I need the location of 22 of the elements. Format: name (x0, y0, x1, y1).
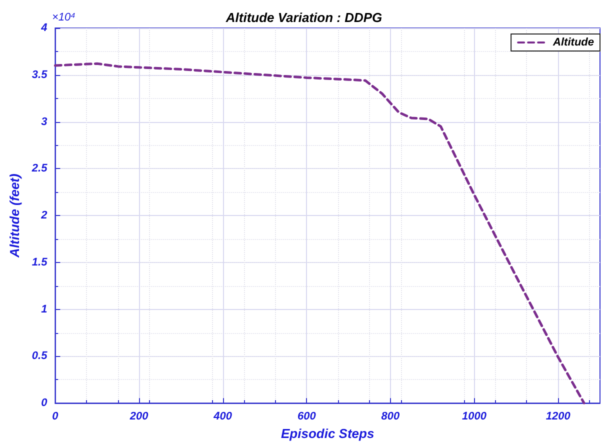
y-tick-label: 0 (41, 397, 48, 410)
x-tick-label: 1000 (462, 410, 488, 423)
y-tick-label: 0.5 (32, 350, 48, 362)
y-tick-label: 1.5 (32, 256, 48, 268)
text: ×10⁴ (52, 12, 76, 24)
x-tick-label: 200 (128, 410, 150, 423)
y-tick-label: 2.5 (30, 162, 48, 175)
y-tick-label: 3 (41, 116, 48, 128)
chart-title: Altitude Variation : DDPG (224, 10, 382, 25)
line-series (54, 62, 586, 404)
y-tick-label: 3.5 (32, 68, 48, 81)
y-axis-title: Altitude (feet) (7, 174, 22, 258)
x-tick-label: 1200 (546, 410, 572, 423)
legend-label: Altitude (552, 36, 594, 48)
x-tick-label: 400 (212, 410, 233, 423)
y-tick-label: 2 (40, 210, 48, 222)
x-tick-label: 0 (52, 410, 60, 423)
y-tick-label: 4 (40, 22, 48, 34)
x-tick-label: 600 (297, 410, 317, 423)
x-tick-label: 800 (381, 410, 401, 423)
y-tick-label: 1 (41, 303, 48, 316)
x-axis-title: Episodic Steps (280, 426, 374, 441)
